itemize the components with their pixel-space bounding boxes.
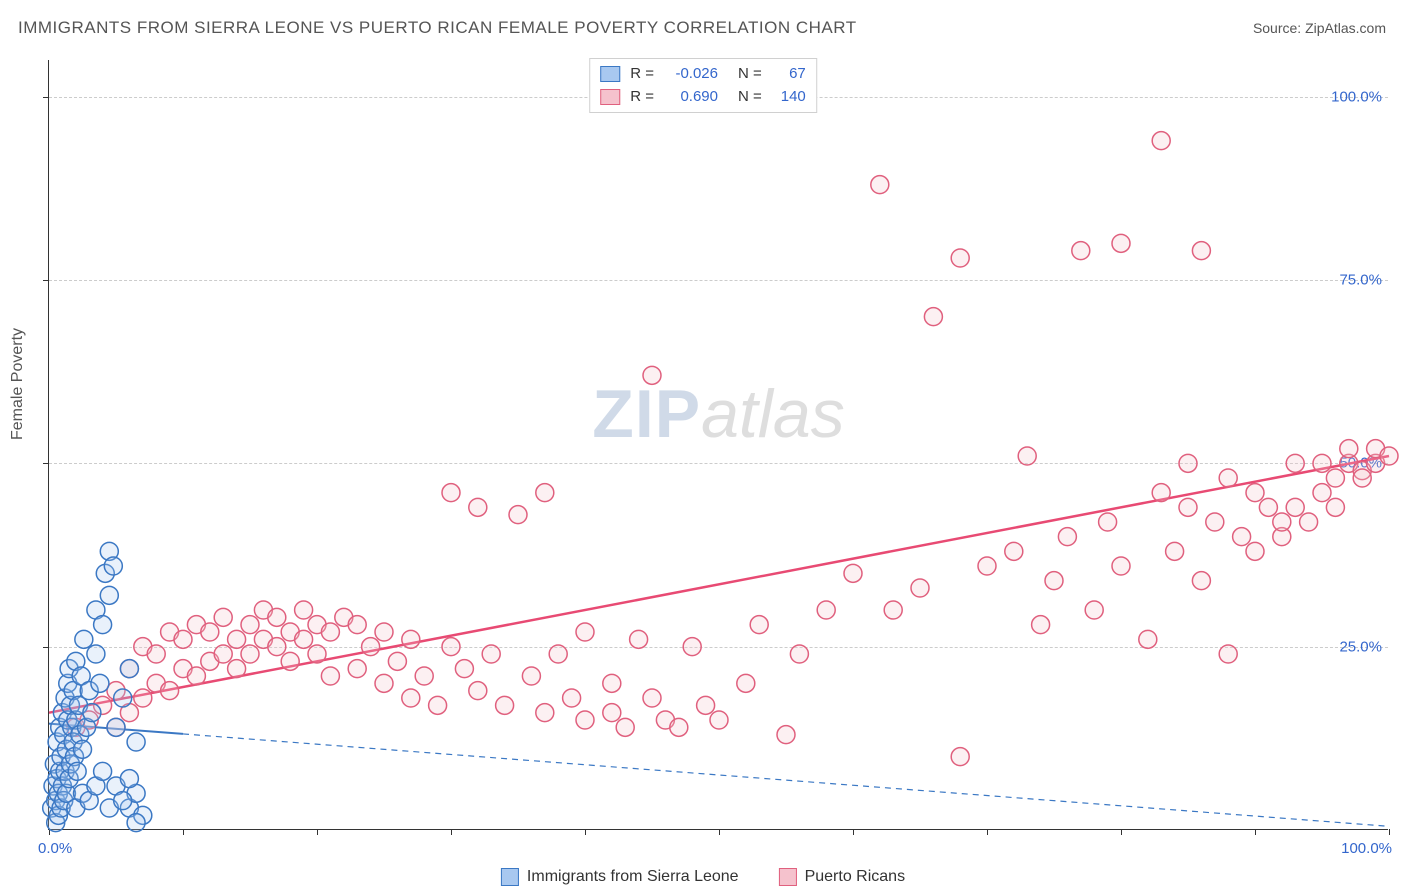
x-tick-mark xyxy=(987,829,988,835)
plot-area: ZIPatlas 25.0%50.0%75.0%100.0% xyxy=(48,60,1388,830)
source-prefix: Source: xyxy=(1253,20,1305,36)
legend-swatch xyxy=(501,868,519,886)
x-tick-mark xyxy=(317,829,318,835)
stat-n-label: N = xyxy=(738,86,762,109)
stats-swatch xyxy=(600,66,620,82)
x-tick-mark xyxy=(1121,829,1122,835)
chart-svg xyxy=(49,60,1388,829)
legend-bottom: Immigrants from Sierra Leone Puerto Rican… xyxy=(501,868,905,886)
x-tick-mark xyxy=(853,829,854,835)
x-tick-mark xyxy=(1389,829,1390,835)
stats-row: R = -0.026 N = 67 xyxy=(600,63,806,86)
x-tick-mark xyxy=(1255,829,1256,835)
stat-r-value: -0.026 xyxy=(664,63,718,86)
legend-item: Puerto Ricans xyxy=(779,868,906,886)
x-max-label: 100.0% xyxy=(1341,840,1392,857)
x-tick-mark xyxy=(719,829,720,835)
source-label: Source: ZipAtlas.com xyxy=(1253,20,1386,36)
y-axis-title: Female Poverty xyxy=(9,328,27,440)
legend-label: Puerto Ricans xyxy=(805,868,906,886)
source-name: ZipAtlas.com xyxy=(1305,20,1386,36)
chart-title: IMMIGRANTS FROM SIERRA LEONE VS PUERTO R… xyxy=(18,18,857,38)
legend-swatch xyxy=(779,868,797,886)
stat-n-label: N = xyxy=(738,63,762,86)
stat-r-label: R = xyxy=(630,63,654,86)
stats-row: R = 0.690 N = 140 xyxy=(600,86,806,109)
stats-swatch xyxy=(600,89,620,105)
x-tick-mark xyxy=(183,829,184,835)
stat-n-value: 67 xyxy=(772,63,806,86)
x-origin-label: 0.0% xyxy=(38,840,72,857)
stat-r-label: R = xyxy=(630,86,654,109)
legend-item: Immigrants from Sierra Leone xyxy=(501,868,739,886)
x-tick-mark xyxy=(585,829,586,835)
x-tick-mark xyxy=(451,829,452,835)
stat-n-value: 140 xyxy=(772,86,806,109)
stats-legend-box: R = -0.026 N = 67 R = 0.690 N = 140 xyxy=(589,58,817,113)
legend-label: Immigrants from Sierra Leone xyxy=(527,868,739,886)
stat-r-value: 0.690 xyxy=(664,86,718,109)
